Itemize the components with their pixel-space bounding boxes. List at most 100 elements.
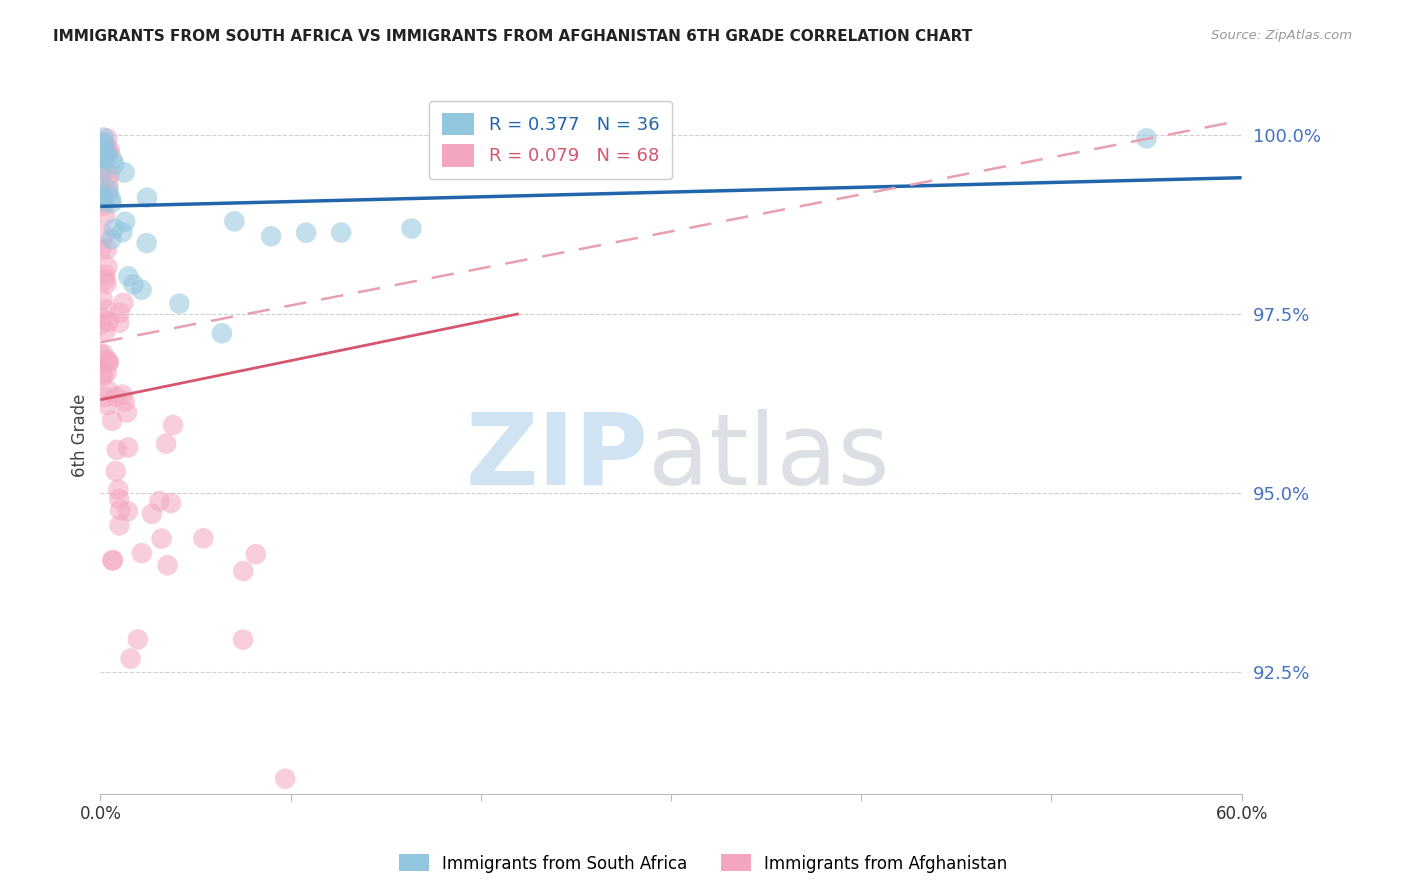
Point: [96, 140, 118, 154]
Point: [94, 324, 117, 338]
Point: [90, 168, 112, 182]
Point: [120, 651, 142, 665]
Point: [245, 547, 267, 561]
Point: [93, 194, 115, 209]
Point: [127, 632, 149, 647]
Point: [115, 406, 138, 420]
Point: [96, 398, 118, 412]
Point: [94, 302, 117, 317]
Point: [150, 532, 173, 546]
Point: [90, 348, 112, 362]
Point: [111, 387, 134, 401]
Point: [101, 414, 124, 428]
Point: [93, 130, 115, 145]
Point: [94, 268, 117, 282]
Point: [103, 157, 125, 171]
Point: [111, 225, 134, 239]
Point: [97, 177, 120, 191]
Point: [131, 283, 153, 297]
Point: [94, 209, 117, 223]
Point: [97, 315, 120, 329]
Legend: Immigrants from South Africa, Immigrants from Afghanistan: Immigrants from South Africa, Immigrants…: [392, 847, 1014, 880]
Point: [105, 442, 128, 457]
Point: [155, 436, 177, 450]
Point: [274, 772, 297, 786]
Point: [117, 504, 139, 518]
Point: [260, 229, 283, 244]
Point: [94, 136, 117, 150]
Point: [135, 236, 157, 251]
Point: [96, 352, 118, 367]
Point: [93, 187, 115, 202]
Text: atlas: atlas: [648, 409, 890, 506]
Point: [90, 310, 112, 325]
Point: [141, 507, 163, 521]
Point: [101, 553, 124, 567]
Point: [122, 277, 145, 292]
Point: [103, 221, 125, 235]
Point: [100, 191, 122, 205]
Point: [91, 369, 114, 384]
Legend: R = 0.377   N = 36, R = 0.079   N = 68: R = 0.377 N = 36, R = 0.079 N = 68: [429, 101, 672, 179]
Point: [148, 494, 170, 508]
Point: [108, 491, 131, 506]
Point: [401, 221, 423, 235]
Point: [108, 503, 131, 517]
Point: [90, 152, 112, 166]
Point: [93, 227, 115, 242]
Y-axis label: 6th Grade: 6th Grade: [72, 394, 89, 477]
Point: [156, 558, 179, 573]
Point: [91, 347, 114, 361]
Point: [98, 143, 121, 157]
Point: [91, 199, 114, 213]
Point: [117, 441, 139, 455]
Point: [97, 186, 120, 201]
Point: [131, 546, 153, 560]
Point: [114, 215, 136, 229]
Text: Source: ZipAtlas.com: Source: ZipAtlas.com: [1212, 29, 1353, 42]
Point: [96, 277, 118, 291]
Text: IMMIGRANTS FROM SOUTH AFRICA VS IMMIGRANTS FROM AFGHANISTAN 6TH GRADE CORRELATIO: IMMIGRANTS FROM SOUTH AFRICA VS IMMIGRAN…: [53, 29, 973, 44]
Point: [96, 242, 118, 256]
Point: [100, 196, 122, 211]
Point: [104, 390, 127, 404]
Point: [100, 232, 122, 246]
Point: [101, 152, 124, 166]
Point: [94, 163, 117, 178]
Point: [97, 355, 120, 369]
Point: [101, 553, 124, 567]
Text: ZIP: ZIP: [465, 409, 648, 506]
Point: [193, 531, 215, 545]
Point: [224, 214, 246, 228]
Point: [114, 165, 136, 179]
Point: [211, 326, 233, 341]
Point: [1135, 131, 1157, 145]
Point: [91, 148, 114, 162]
Point: [93, 390, 115, 404]
Point: [94, 146, 117, 161]
Point: [114, 394, 136, 409]
Point: [96, 260, 118, 274]
Point: [93, 142, 115, 156]
Point: [97, 146, 120, 161]
Point: [91, 293, 114, 307]
Point: [96, 151, 118, 165]
Point: [96, 366, 118, 380]
Point: [108, 316, 131, 330]
Point: [90, 191, 112, 205]
Point: [117, 269, 139, 284]
Point: [112, 295, 135, 310]
Point: [96, 131, 118, 145]
Point: [169, 296, 191, 310]
Point: [232, 564, 254, 578]
Point: [90, 136, 112, 150]
Point: [330, 226, 353, 240]
Point: [94, 273, 117, 287]
Point: [162, 417, 184, 432]
Point: [97, 355, 120, 369]
Point: [108, 306, 131, 320]
Point: [104, 464, 127, 478]
Point: [136, 191, 159, 205]
Point: [93, 151, 115, 165]
Point: [232, 632, 254, 647]
